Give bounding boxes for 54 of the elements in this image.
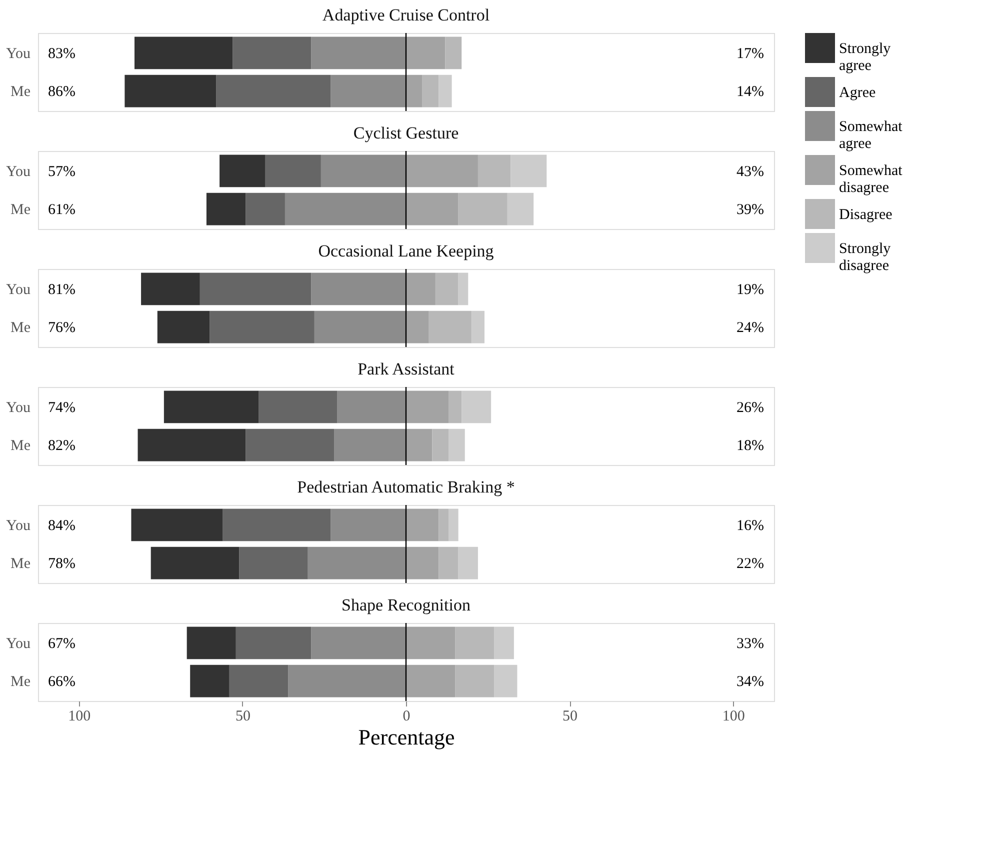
chart-title: Cyclist Gesture — [353, 123, 459, 142]
legend-label: Somewhat agree — [839, 119, 904, 152]
y-tick-label: Me — [10, 438, 31, 454]
y-tick-label: Me — [10, 202, 31, 218]
legend-label: Strongly agree — [839, 41, 892, 74]
x-axis-title: Percentage — [358, 724, 455, 750]
y-tick-label: You — [6, 636, 31, 652]
annotation: 33% — [736, 636, 764, 652]
chart-title: Adaptive Cruise Control — [322, 5, 490, 24]
annotation: 57% — [48, 164, 76, 180]
chart-title: Shape Recognition — [342, 595, 471, 614]
chart-title: Pedestrian Automatic Braking * — [297, 477, 515, 496]
y-tick-label: Me — [10, 84, 31, 100]
legend-label: Agree — [839, 85, 876, 101]
annotation: 84% — [48, 518, 76, 534]
annotation: 76% — [48, 320, 76, 336]
annotation: 24% — [736, 320, 764, 336]
y-tick-label: You — [6, 518, 31, 534]
annotation: 81% — [48, 282, 76, 298]
annotation: 61% — [48, 202, 76, 218]
annotation: 83% — [48, 46, 76, 62]
y-tick-label: You — [6, 282, 31, 298]
x-tick-label: 100 — [722, 708, 745, 724]
y-tick-label: You — [6, 164, 31, 180]
chart-title: Occasional Lane Keeping — [318, 241, 494, 260]
annotation: 43% — [736, 164, 764, 180]
annotation: 14% — [736, 84, 764, 100]
annotation: 39% — [736, 202, 764, 218]
annotation: 78% — [48, 556, 76, 572]
annotation: 18% — [736, 438, 764, 454]
annotation: 17% — [736, 46, 764, 62]
annotation: 34% — [736, 674, 764, 690]
y-tick-label: Me — [10, 556, 31, 572]
annotation: 67% — [48, 636, 76, 652]
legend-label: Strongly disagree — [839, 241, 892, 274]
annotation: 74% — [48, 400, 76, 416]
annotation: 66% — [48, 674, 76, 690]
annotation: 16% — [736, 518, 764, 534]
x-tick-label: 50 — [562, 708, 578, 724]
y-tick-label: Me — [10, 674, 31, 690]
x-tick-label: 50 — [235, 708, 250, 724]
y-tick-label: You — [6, 400, 31, 416]
annotation: 26% — [736, 400, 764, 416]
legend-label: Somewhat disagree — [839, 163, 904, 196]
annotation: 82% — [48, 438, 76, 454]
annotation: 22% — [736, 556, 764, 572]
x-tick-label: 100 — [68, 708, 91, 724]
legend-label: Disagree — [839, 207, 893, 223]
annotation: 86% — [48, 84, 76, 100]
x-tick-label: 0 — [402, 708, 410, 724]
chart-title: Park Assistant — [358, 359, 455, 378]
y-tick-label: Me — [10, 320, 31, 336]
y-tick-label: You — [6, 46, 31, 62]
annotation: 19% — [736, 282, 764, 298]
